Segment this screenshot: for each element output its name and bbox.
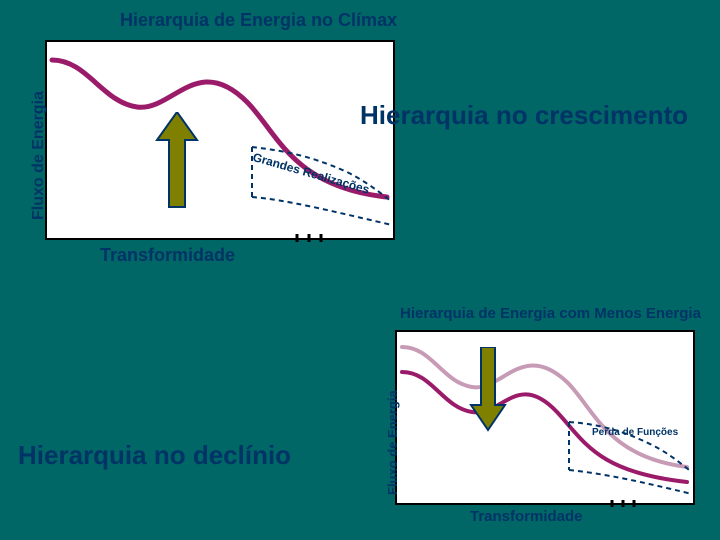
bottom-chart-panel: Perda de Funções (395, 330, 695, 505)
top-chart-panel: Grandes Realizações (45, 40, 395, 240)
top-chart-title: Hierarquia de Energia no Clímax (120, 10, 397, 31)
bottom-arrow-icon (463, 347, 513, 432)
top-chart-svg (47, 42, 397, 242)
bottom-y-axis-label: Fluxo de Energia (385, 390, 400, 495)
bottom-x-axis-label: Transformidade (470, 508, 583, 525)
bottom-chart-svg (397, 332, 697, 507)
top-x-axis-label: Transformidade (100, 245, 235, 266)
growth-heading: Hierarquia no crescimento (360, 100, 688, 131)
bottom-chart-title: Hierarquia de Energia com Menos Energia (400, 305, 701, 322)
decline-heading: Hierarquia no declínio (18, 440, 291, 471)
top-arrow-icon (147, 112, 207, 212)
bottom-inner-label: Perda de Funções (592, 427, 678, 438)
top-y-axis-label: Fluxo de Energia (30, 91, 48, 220)
